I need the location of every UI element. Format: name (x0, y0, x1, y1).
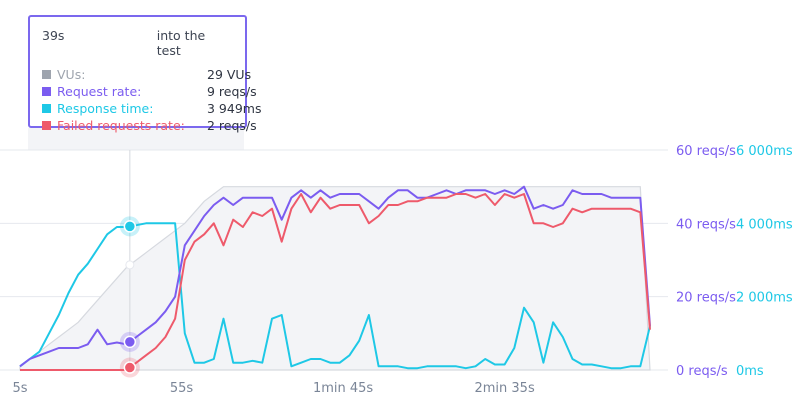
y-right-tick-label: 2 000ms (736, 291, 793, 306)
failed-requests-marker (123, 361, 137, 374)
x-tick-label: 1min 45s (313, 381, 373, 396)
tooltip-value: 9 reqs/s (207, 84, 257, 99)
tooltip-value: 2 reqs/s (207, 118, 257, 133)
hover-markers (119, 216, 140, 378)
response-time-marker (123, 220, 137, 233)
y-left-tick-label: 0 reqs/s (676, 364, 728, 379)
tooltip-time: 39s (42, 28, 65, 43)
tooltip-caption: into the test (156, 28, 206, 58)
y-right-tick-label: 0ms (736, 364, 764, 379)
failed-requests-legend-swatch (42, 121, 51, 130)
hover-tooltip: 39s into the test VUs: 29 VUs Request ra… (28, 15, 261, 133)
x-axis-labels: 5s 55s 1min 45s 2min 35s (12, 381, 534, 396)
tooltip-label: Response time: (57, 101, 154, 116)
tooltip-row-response-time: Response time: 3 949ms (42, 100, 261, 117)
tooltip-label: Failed requests rate: (57, 118, 185, 133)
vus-area (19, 186, 651, 371)
y-left-tick-label: 60 reqs/s (676, 144, 736, 159)
vus-area-path (19, 186, 651, 371)
tooltip-row-failed-requests-rate: Failed requests rate: 2 reqs/s (42, 117, 257, 134)
tooltip-shadow-band (28, 128, 244, 150)
vus-marker (125, 260, 135, 270)
x-tick-label: 55s (170, 381, 194, 396)
tooltip-row-request-rate: Request rate: 9 reqs/s (42, 83, 257, 100)
tooltip-label: Request rate: (57, 84, 142, 99)
y-right-tick-label: 6 000ms (736, 144, 793, 159)
y-left-tick-label: 40 reqs/s (676, 217, 736, 232)
tooltip-row-vus: VUs: 29 VUs (42, 66, 251, 83)
tooltip-header: 39s into the test (42, 28, 233, 58)
request-rate-legend-swatch (42, 87, 51, 96)
vus-legend-swatch (42, 70, 51, 79)
response-time-legend-swatch (42, 104, 51, 113)
tooltip-value: 3 949ms (207, 101, 262, 116)
y-left-tick-label: 20 reqs/s (676, 291, 736, 306)
tooltip-label: VUs: (57, 67, 86, 82)
y-axis-labels: 0 reqs/s 0ms 20 reqs/s 2 000ms 40 reqs/s 4 00… (676, 144, 793, 379)
tooltip-value: 29 VUs (207, 67, 252, 82)
x-tick-label: 2min 35s (474, 381, 534, 396)
y-right-tick-label: 4 000ms (736, 217, 793, 232)
request-rate-marker (123, 335, 137, 349)
x-tick-label: 5s (12, 381, 27, 396)
